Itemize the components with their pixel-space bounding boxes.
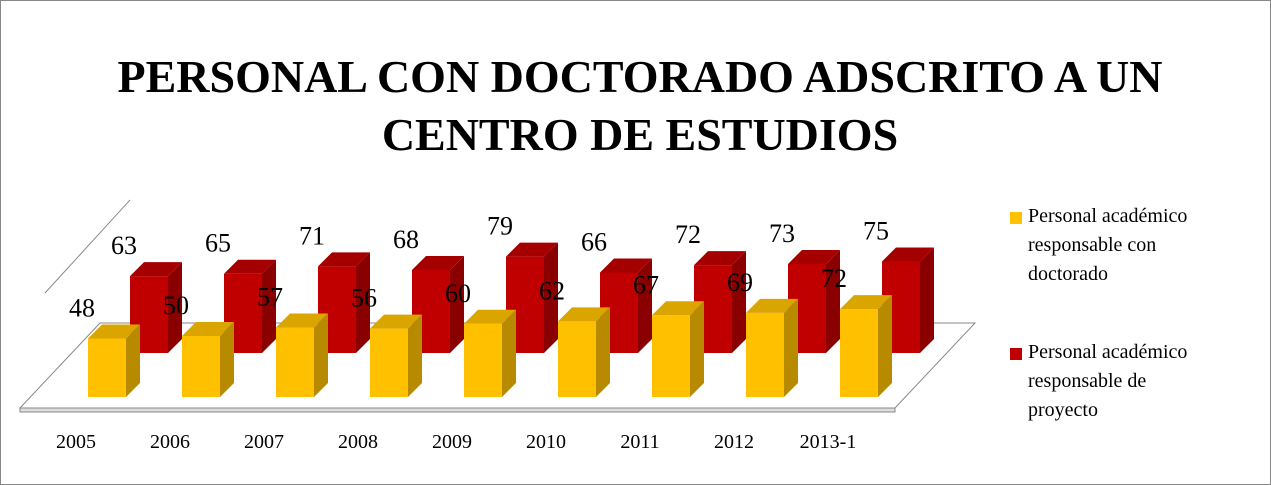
x-tick-label: 2005 (56, 431, 96, 453)
bar (464, 309, 516, 397)
x-tick-label: 2012 (714, 431, 754, 453)
data-label: 68 (393, 225, 419, 254)
legend-swatch (1010, 212, 1022, 224)
x-tick-label: 2009 (432, 431, 472, 453)
bar-side (450, 256, 464, 353)
bar-top (746, 298, 798, 313)
data-label: 72 (821, 264, 847, 293)
bar-top (882, 247, 934, 262)
bar-front (370, 328, 408, 397)
bar-side (220, 322, 234, 397)
data-label: 56 (351, 284, 377, 313)
bar-side (596, 307, 610, 397)
bar-top (840, 295, 892, 310)
bar (746, 298, 798, 397)
bar-side (126, 324, 140, 397)
data-label: 73 (769, 219, 795, 248)
bar-side (826, 249, 840, 353)
bar-top (276, 313, 328, 328)
data-label: 72 (675, 220, 701, 249)
bar-side (502, 309, 516, 397)
data-label: 71 (299, 221, 325, 250)
bar-side (544, 242, 558, 353)
data-label: 60 (445, 279, 471, 308)
data-label: 62 (539, 276, 565, 305)
bar-side (784, 298, 798, 397)
bar-top (600, 258, 652, 273)
bar-front (88, 338, 126, 397)
bar-side (262, 259, 276, 353)
bar (558, 307, 610, 397)
bar (652, 301, 704, 397)
bar-side (408, 314, 422, 397)
bar-top (694, 251, 746, 266)
bar-top (412, 256, 464, 271)
x-tick-label: 2006 (150, 431, 190, 453)
chart-title: PERSONAL CON DOCTORADO ADSCRITO A UN (118, 51, 1163, 102)
bar-side (690, 301, 704, 397)
bar (182, 322, 234, 397)
bar-top (88, 324, 140, 339)
bar-top (788, 249, 840, 264)
bar-side (920, 247, 934, 353)
data-label: 67 (633, 270, 659, 299)
floor-edge (19, 407, 896, 413)
bar-front (276, 327, 314, 397)
bar-side (638, 258, 652, 353)
bar-side (168, 262, 182, 353)
bar-front (746, 312, 784, 397)
bar (276, 313, 328, 397)
bar (600, 258, 652, 353)
bar-side (356, 252, 370, 353)
bar-top (370, 314, 422, 329)
data-label: 66 (581, 227, 607, 256)
back-wall-edge (44, 199, 131, 294)
data-label: 75 (863, 217, 889, 246)
bar-top (652, 301, 704, 316)
bar-side (732, 251, 746, 353)
data-label: 48 (69, 293, 95, 322)
bar-front (652, 315, 690, 397)
bar-top (464, 309, 516, 324)
bar (840, 295, 892, 397)
bar-top (130, 262, 182, 277)
bar-top (318, 252, 370, 267)
data-label: 79 (487, 212, 513, 241)
bar-front (464, 323, 502, 397)
data-label: 65 (205, 229, 231, 258)
x-tick-label: 2013-1 (800, 431, 857, 453)
bar-front (840, 309, 878, 397)
data-label: 50 (163, 291, 189, 320)
chart-title: CENTRO DE ESTUDIOS (382, 109, 898, 160)
data-label: 69 (727, 268, 753, 297)
data-label: 63 (111, 231, 137, 260)
bar (370, 314, 422, 397)
legend-label: Personal académico responsable con docto… (1028, 205, 1188, 285)
x-tick-label: 2010 (526, 431, 566, 453)
bar-top (224, 259, 276, 274)
x-tick-label: 2007 (244, 431, 284, 453)
x-tick-label: 2011 (620, 431, 659, 453)
bar-top (506, 242, 558, 257)
bar-front (558, 321, 596, 397)
bar-top (558, 307, 610, 322)
bar (88, 324, 140, 397)
legend-swatch (1010, 348, 1022, 360)
bar-side (314, 313, 328, 397)
bar (224, 259, 276, 353)
bar-top (182, 322, 234, 336)
bar-side (878, 295, 892, 397)
legend-label: Personal académico responsable de proyec… (1028, 341, 1188, 421)
bar-front (182, 336, 220, 397)
x-tick-label: 2008 (338, 431, 378, 453)
data-label: 57 (257, 282, 283, 311)
